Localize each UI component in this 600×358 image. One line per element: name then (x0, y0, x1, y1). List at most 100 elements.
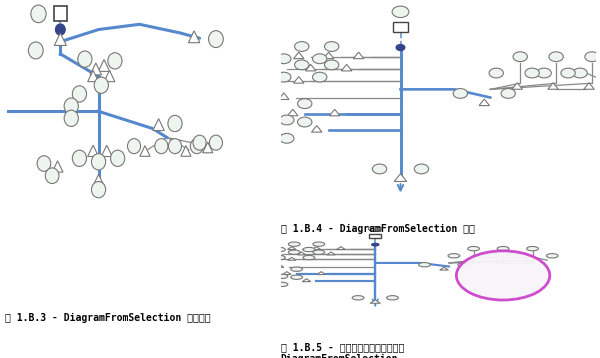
Circle shape (209, 31, 223, 48)
Circle shape (244, 255, 256, 260)
Circle shape (313, 250, 325, 254)
Circle shape (276, 274, 288, 279)
Circle shape (313, 242, 325, 246)
Circle shape (274, 255, 286, 260)
Text: 图 1.B.4 - DiagramFromSelection 布局: 图 1.B.4 - DiagramFromSelection 布局 (281, 224, 475, 234)
Polygon shape (370, 300, 380, 303)
Circle shape (371, 243, 379, 246)
Circle shape (352, 296, 364, 300)
Circle shape (64, 98, 79, 114)
Circle shape (289, 242, 300, 246)
Circle shape (291, 275, 302, 279)
Circle shape (419, 262, 430, 267)
Polygon shape (90, 63, 101, 75)
Text: 图 1.B.5 - 已移除逻辑示意图要求的
DiagramFromSelection: 图 1.B.5 - 已移除逻辑示意图要求的 DiagramFromSelecti… (281, 342, 404, 358)
Circle shape (244, 247, 256, 252)
Circle shape (276, 282, 288, 286)
Circle shape (256, 99, 270, 108)
Circle shape (37, 156, 51, 171)
Polygon shape (317, 272, 326, 275)
Circle shape (265, 66, 279, 76)
Polygon shape (140, 146, 150, 156)
Circle shape (155, 139, 168, 154)
Circle shape (280, 115, 294, 125)
Circle shape (264, 261, 275, 265)
Bar (394, 22, 407, 32)
Polygon shape (496, 260, 505, 263)
Circle shape (547, 253, 558, 258)
Circle shape (280, 134, 294, 143)
Circle shape (513, 52, 527, 62)
Polygon shape (88, 145, 98, 156)
Polygon shape (353, 52, 364, 59)
Circle shape (229, 66, 243, 76)
Circle shape (234, 253, 246, 257)
Circle shape (256, 117, 270, 127)
Circle shape (277, 72, 291, 82)
Polygon shape (153, 118, 164, 131)
Circle shape (264, 242, 275, 246)
Polygon shape (188, 31, 200, 43)
Polygon shape (293, 52, 304, 59)
Circle shape (73, 86, 86, 102)
Polygon shape (311, 126, 322, 132)
Polygon shape (283, 272, 291, 275)
Circle shape (265, 60, 279, 70)
Circle shape (251, 260, 263, 264)
Polygon shape (440, 267, 448, 270)
Circle shape (386, 296, 398, 300)
Polygon shape (341, 64, 352, 71)
Circle shape (31, 5, 46, 23)
Circle shape (373, 164, 387, 174)
Circle shape (478, 253, 490, 258)
Polygon shape (305, 64, 316, 71)
Circle shape (313, 54, 327, 64)
Circle shape (250, 101, 264, 111)
Circle shape (241, 72, 255, 82)
Polygon shape (275, 265, 284, 267)
Circle shape (295, 42, 309, 52)
Circle shape (295, 60, 309, 70)
Circle shape (396, 44, 405, 50)
Circle shape (190, 139, 203, 154)
Circle shape (298, 99, 312, 108)
Polygon shape (257, 77, 268, 83)
Polygon shape (479, 99, 490, 106)
Circle shape (264, 250, 275, 254)
Polygon shape (55, 33, 67, 45)
Circle shape (453, 88, 467, 98)
Circle shape (573, 68, 587, 78)
Polygon shape (88, 71, 98, 82)
Circle shape (256, 275, 268, 279)
Circle shape (91, 154, 106, 170)
Circle shape (264, 253, 275, 257)
Circle shape (448, 253, 460, 258)
Circle shape (241, 54, 255, 64)
Polygon shape (203, 142, 213, 153)
Circle shape (234, 261, 246, 265)
Circle shape (414, 164, 428, 174)
Polygon shape (323, 52, 334, 59)
Polygon shape (258, 257, 266, 260)
Circle shape (525, 68, 539, 78)
Circle shape (229, 84, 243, 94)
Circle shape (325, 60, 339, 70)
Circle shape (274, 247, 286, 252)
Circle shape (561, 68, 575, 78)
Circle shape (487, 253, 499, 258)
Circle shape (94, 77, 109, 93)
Polygon shape (302, 279, 311, 282)
Circle shape (168, 115, 182, 132)
Polygon shape (548, 83, 559, 89)
Polygon shape (181, 146, 191, 156)
Ellipse shape (457, 251, 550, 300)
Circle shape (64, 110, 79, 126)
Circle shape (497, 247, 509, 251)
Polygon shape (297, 252, 306, 255)
Circle shape (91, 182, 106, 198)
Circle shape (298, 117, 312, 127)
Circle shape (489, 68, 503, 78)
Circle shape (209, 135, 223, 150)
Circle shape (527, 247, 538, 251)
Polygon shape (467, 260, 475, 263)
